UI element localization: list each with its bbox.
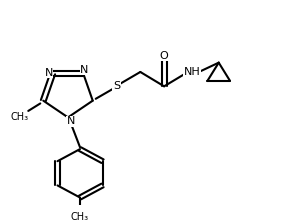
Text: S: S [113, 81, 120, 91]
Text: NH: NH [184, 67, 200, 77]
Text: N: N [80, 65, 88, 75]
Text: N: N [45, 68, 53, 78]
Text: O: O [160, 51, 168, 60]
Text: CH₃: CH₃ [71, 212, 89, 220]
Text: N: N [67, 116, 75, 126]
Text: CH₃: CH₃ [10, 112, 28, 123]
